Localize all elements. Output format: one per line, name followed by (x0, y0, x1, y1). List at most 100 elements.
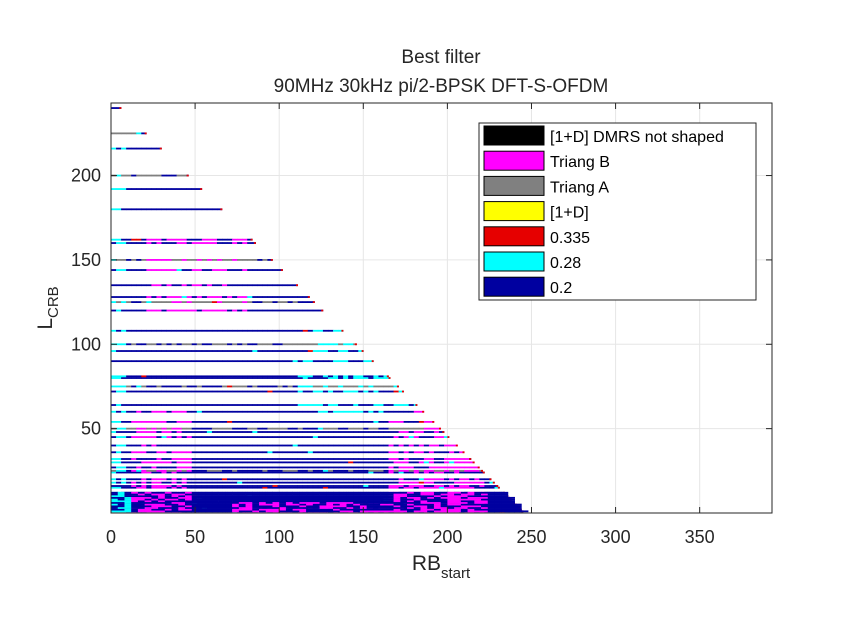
heatmap-cell (438, 444, 445, 447)
heatmap-cell (312, 510, 320, 513)
heatmap-cell (191, 498, 199, 501)
heatmap-cell (151, 350, 157, 352)
heatmap-cell (272, 296, 278, 298)
heatmap-cell (121, 174, 127, 177)
heatmap-cell (353, 431, 359, 433)
heatmap-cell (297, 466, 304, 469)
heatmap-cell (358, 404, 364, 406)
heatmap-cell (227, 431, 233, 433)
heatmap-cell (459, 461, 465, 464)
heatmap-cell (299, 510, 307, 513)
heatmap-cell (359, 496, 367, 499)
heatmap-cell (363, 410, 369, 413)
heatmap-cell (237, 458, 243, 460)
heatmap-cell (285, 501, 293, 504)
heatmap-cell (363, 427, 369, 430)
heatmap-cell (282, 284, 288, 287)
heatmap-cell (124, 507, 132, 509)
heatmap-cell (166, 404, 172, 406)
heatmap-cell (302, 436, 309, 438)
heatmap-cell (191, 259, 198, 261)
heatmap-cell (373, 427, 379, 430)
heatmap-cell (333, 486, 339, 489)
heatmap-cell (171, 343, 177, 346)
heatmap-cell (292, 461, 298, 464)
heatmap-cell (454, 469, 460, 472)
heatmap-cell (166, 478, 172, 481)
heatmap-cell (186, 390, 193, 393)
heatmap-cell (292, 491, 300, 494)
heatmap-cell (166, 343, 172, 346)
heatmap-cell (267, 269, 273, 271)
heatmap-cell (413, 486, 420, 489)
heatmap-cell (196, 458, 203, 460)
heatmap-cell (353, 375, 359, 378)
heatmap-cell (257, 466, 263, 469)
heatmap-cell (507, 510, 515, 513)
heatmap-cell (156, 410, 162, 413)
heatmap-cell (277, 309, 283, 312)
heatmap-cell (151, 485, 157, 487)
heatmap-cell (267, 485, 273, 487)
heatmap-cell (144, 500, 152, 503)
heatmap-cell (272, 385, 278, 388)
heatmap-cell (327, 390, 334, 393)
heatmap-cell (277, 485, 283, 487)
heatmap-cell (413, 503, 421, 506)
heatmap-cell (196, 208, 203, 211)
heatmap-cell (287, 485, 293, 487)
heatmap-cell (136, 375, 142, 378)
heatmap-cell (327, 375, 334, 378)
heatmap-cell (158, 493, 166, 496)
heatmap-cell (368, 427, 374, 430)
heatmap-cell (343, 431, 349, 433)
heatmap-cell (201, 301, 208, 303)
heatmap-cell (117, 495, 125, 498)
heatmap-cell (111, 495, 119, 498)
heatmap-cell (181, 469, 187, 472)
heatmap-cell (267, 284, 273, 287)
heatmap-cell (146, 471, 152, 474)
heatmap-cell (494, 507, 502, 509)
heatmap-cell (428, 485, 435, 487)
heatmap-cell (151, 427, 157, 430)
heatmap-cell (216, 469, 223, 472)
heatmap-cell (312, 507, 320, 509)
heatmap-cell (348, 375, 354, 378)
heatmap-cell (353, 385, 359, 388)
heatmap-cell (257, 469, 263, 472)
heatmap-cell (247, 284, 253, 287)
heatmap-cell (166, 360, 172, 363)
heatmap-cell (279, 493, 287, 496)
heatmap-cell (131, 208, 137, 211)
heatmap-cell (408, 420, 415, 423)
heatmap-cell (267, 431, 273, 433)
legend-label: 0.2 (550, 280, 572, 297)
heatmap-cell (136, 486, 142, 489)
heatmap-cell (398, 458, 404, 460)
heatmap-cell (299, 495, 307, 498)
heatmap-cell (338, 451, 344, 454)
heatmap-cell (151, 471, 157, 474)
heatmap-cell (444, 444, 450, 447)
heatmap-cell (166, 485, 172, 487)
heatmap-cell (131, 507, 139, 509)
heatmap-cell (116, 471, 122, 474)
heatmap-cell (287, 377, 293, 379)
heatmap-cell (164, 503, 172, 506)
heatmap-cell (433, 510, 441, 513)
heatmap-cell (447, 491, 455, 494)
heatmap-cell (237, 451, 243, 454)
heatmap-cell (111, 269, 117, 271)
heatmap-cell (327, 385, 334, 388)
heatmap-cell (277, 329, 283, 332)
heatmap-cell (164, 491, 172, 494)
heatmap-cell (403, 420, 410, 423)
heatmap-cell (306, 505, 314, 508)
heatmap-cell (186, 451, 193, 454)
heatmap-cell (267, 469, 273, 472)
heatmap-cell (302, 385, 309, 388)
heatmap-cell (420, 501, 428, 504)
heatmap-cell (373, 431, 379, 433)
heatmap-cell (206, 329, 213, 332)
